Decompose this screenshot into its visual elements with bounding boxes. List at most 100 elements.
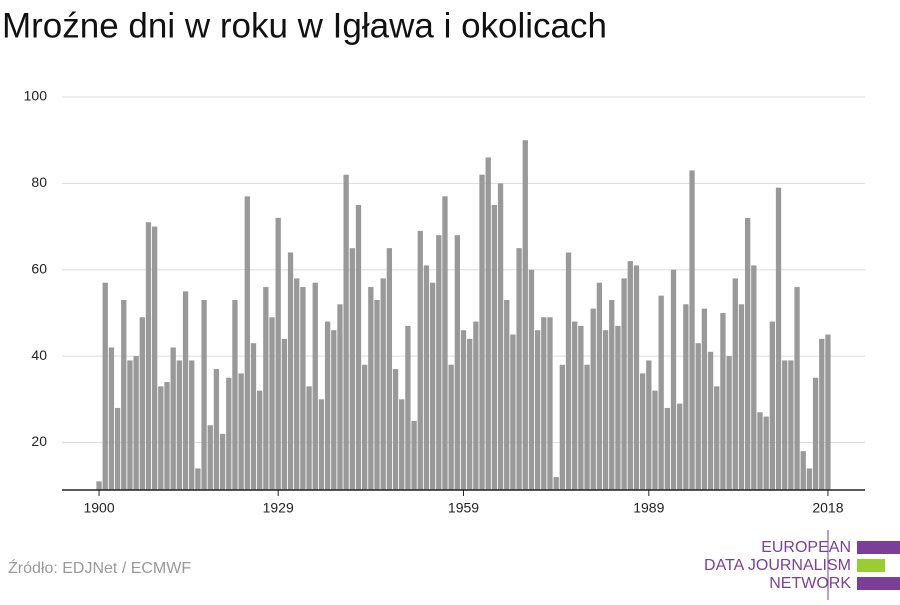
bar (559, 364, 565, 490)
bar (442, 196, 448, 491)
bar (794, 287, 800, 490)
y-tick-label: 80 (31, 174, 47, 190)
bar (689, 170, 695, 490)
bar (133, 356, 139, 490)
bar (633, 265, 640, 490)
bar (460, 330, 467, 490)
bar (399, 399, 405, 490)
bar (195, 468, 201, 490)
bar (281, 338, 288, 490)
bar (429, 282, 436, 490)
bar (189, 360, 195, 490)
bar (368, 287, 374, 490)
bar (392, 369, 399, 490)
logo-bar (857, 541, 900, 554)
bar (343, 174, 349, 490)
bar (683, 304, 689, 490)
y-tick-label: 20 (31, 433, 47, 449)
logo-bar (857, 559, 885, 572)
bar (164, 382, 170, 490)
x-tick-label: 1989 (633, 500, 664, 516)
bar (757, 412, 763, 490)
bar (782, 360, 788, 490)
bar (677, 403, 683, 490)
bar (609, 299, 615, 490)
bar (534, 330, 541, 490)
bar (695, 343, 701, 490)
bar (788, 360, 794, 490)
bar (646, 360, 652, 490)
bar (263, 287, 269, 490)
bar (670, 269, 677, 490)
bar (769, 321, 776, 490)
bar (744, 217, 751, 490)
bar (615, 325, 621, 490)
bar (510, 334, 516, 490)
bar (491, 204, 498, 490)
bar (411, 420, 417, 490)
bar (232, 299, 238, 490)
bar (572, 321, 578, 490)
bar (349, 248, 355, 490)
bar (800, 451, 806, 490)
bar (275, 217, 281, 490)
bar (337, 304, 343, 490)
bar (467, 338, 473, 490)
bar (596, 282, 603, 490)
bar (751, 265, 757, 490)
x-tick-label: 1929 (263, 500, 294, 516)
x-tick-label: 2018 (812, 500, 843, 516)
bar (324, 321, 331, 490)
bar (331, 330, 337, 490)
bar (522, 140, 528, 490)
logo-text: EUROPEAN (761, 539, 851, 556)
bar (553, 477, 559, 490)
bar (250, 343, 257, 490)
bar (158, 386, 164, 490)
x-tick-label: 1959 (448, 500, 479, 516)
bar (627, 261, 633, 490)
bar (306, 386, 312, 490)
bar (448, 364, 454, 490)
bar (318, 399, 325, 490)
bar (479, 174, 485, 490)
bar (269, 317, 275, 490)
bar (151, 226, 158, 491)
y-tick-label: 40 (31, 347, 47, 363)
bar (287, 252, 294, 490)
bar (176, 360, 183, 490)
bar (565, 252, 572, 490)
bar (819, 338, 825, 490)
bar (102, 282, 108, 490)
bar (374, 299, 380, 490)
bar (257, 390, 263, 490)
bar (226, 377, 232, 490)
bar (417, 230, 423, 490)
bar (127, 360, 133, 490)
bar (96, 481, 102, 490)
bar (720, 312, 726, 490)
chart-title: Mroźne dni w roku w Igława i okolicach (2, 6, 607, 45)
bar (732, 278, 738, 490)
bar (201, 299, 207, 490)
bar (578, 325, 584, 490)
bar (639, 373, 646, 490)
y-tick-label: 100 (24, 88, 48, 104)
bar (726, 356, 732, 490)
bar (238, 373, 244, 490)
bar (405, 325, 411, 490)
bar (485, 157, 491, 490)
bar (121, 299, 127, 490)
bar (547, 317, 553, 490)
bar (386, 248, 393, 490)
bar (602, 330, 609, 490)
bar (504, 299, 510, 490)
bar (621, 278, 627, 490)
bar (584, 364, 590, 490)
bar (380, 278, 386, 490)
bar (244, 196, 250, 491)
bar (812, 377, 819, 490)
bar (806, 468, 813, 490)
bar (454, 235, 460, 490)
